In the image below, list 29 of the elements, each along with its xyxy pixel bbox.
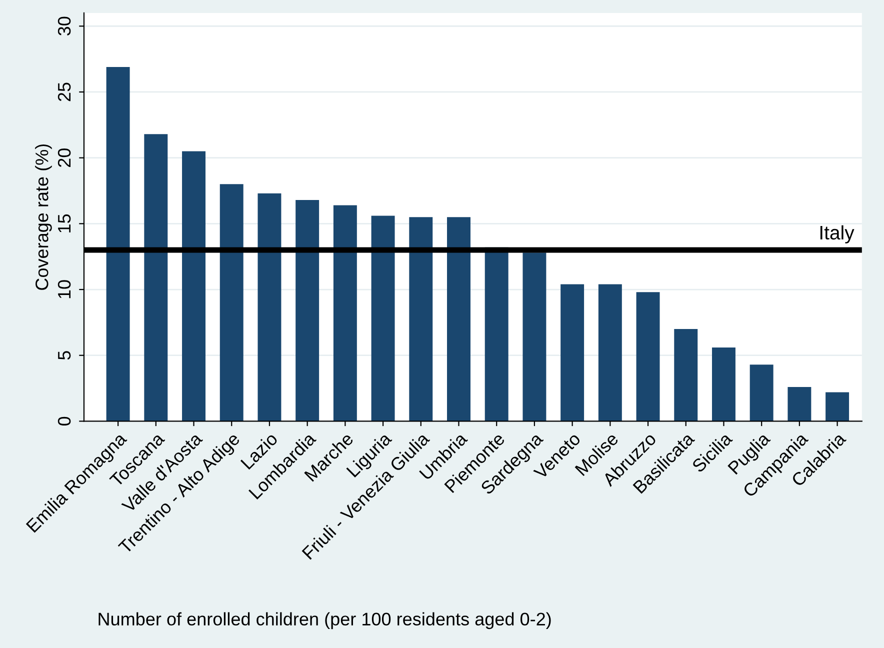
bar	[826, 392, 850, 422]
y-tick-label: 10	[58, 280, 71, 298]
x-axis-title: Number of enrolled children (per 100 residents aged 0-2)	[98, 612, 551, 630]
bar	[296, 200, 320, 422]
y-tick-label: 15	[58, 214, 71, 232]
bar	[371, 216, 395, 422]
bar	[333, 205, 357, 422]
bar	[447, 217, 470, 422]
bar	[674, 329, 698, 422]
y-axis-title: Coverage rate (%)	[35, 144, 52, 290]
y-tick-label: 30	[58, 16, 71, 36]
bar	[258, 193, 282, 422]
bar	[636, 292, 660, 422]
bar	[750, 364, 774, 422]
bar	[220, 184, 244, 422]
y-tick-label: 0	[58, 416, 71, 426]
bar	[788, 386, 812, 422]
y-tick-label: 5	[58, 351, 71, 360]
bar	[560, 284, 584, 422]
ref-line-label: Italy	[820, 225, 854, 244]
bar	[712, 347, 736, 422]
bar	[182, 151, 206, 422]
bar	[522, 252, 546, 422]
bar	[598, 284, 622, 422]
y-tick-label: 25	[58, 82, 71, 102]
bar	[144, 134, 168, 422]
bar	[106, 66, 130, 422]
bar	[409, 217, 433, 422]
y-tick-label: 20	[58, 148, 71, 167]
